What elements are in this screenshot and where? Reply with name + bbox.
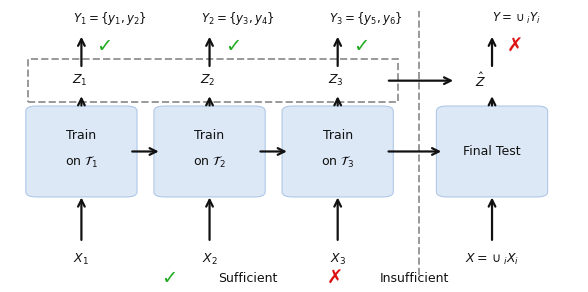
Text: $Y_3 = \{y_5, y_6\}$: $Y_3 = \{y_5, y_6\}$ bbox=[329, 10, 403, 27]
Text: $Z_1$: $Z_1$ bbox=[72, 73, 87, 88]
Text: $X_3$: $X_3$ bbox=[330, 252, 346, 267]
Text: $Z_3$: $Z_3$ bbox=[328, 73, 343, 88]
Text: $Y_1 = \{y_1, y_2\}$: $Y_1 = \{y_1, y_2\}$ bbox=[73, 10, 146, 27]
Text: on $\mathcal{T}_1$: on $\mathcal{T}_1$ bbox=[65, 155, 98, 170]
Text: ✓: ✓ bbox=[96, 37, 113, 56]
Text: $X_2$: $X_2$ bbox=[202, 252, 218, 267]
Text: ✓: ✓ bbox=[353, 37, 369, 56]
Bar bbox=[28, 60, 397, 102]
Text: ✓: ✓ bbox=[225, 37, 241, 56]
Text: Final Test: Final Test bbox=[463, 145, 521, 158]
Text: Insufficient: Insufficient bbox=[380, 272, 450, 285]
Text: $X_1$: $X_1$ bbox=[74, 252, 89, 267]
FancyBboxPatch shape bbox=[436, 106, 547, 197]
Text: on $\mathcal{T}_2$: on $\mathcal{T}_2$ bbox=[193, 155, 226, 170]
Text: Train: Train bbox=[66, 129, 96, 142]
Text: ✗: ✗ bbox=[326, 269, 343, 288]
Text: Train: Train bbox=[195, 129, 225, 142]
Text: on $\mathcal{T}_3$: on $\mathcal{T}_3$ bbox=[321, 155, 354, 170]
Text: ✓: ✓ bbox=[161, 269, 177, 288]
Text: Sufficient: Sufficient bbox=[218, 272, 278, 285]
Text: $\hat{Z}$: $\hat{Z}$ bbox=[475, 72, 486, 90]
Text: $X = \cup_i X_i$: $X = \cup_i X_i$ bbox=[465, 252, 519, 267]
Text: $Z_2$: $Z_2$ bbox=[200, 73, 215, 88]
FancyBboxPatch shape bbox=[26, 106, 137, 197]
FancyBboxPatch shape bbox=[282, 106, 393, 197]
Text: $Y = \cup_i Y_i$: $Y = \cup_i Y_i$ bbox=[492, 11, 541, 26]
FancyBboxPatch shape bbox=[154, 106, 265, 197]
Text: Train: Train bbox=[323, 129, 353, 142]
Text: $Y_2 = \{y_3, y_4\}$: $Y_2 = \{y_3, y_4\}$ bbox=[201, 10, 275, 27]
Text: ✗: ✗ bbox=[507, 37, 523, 56]
